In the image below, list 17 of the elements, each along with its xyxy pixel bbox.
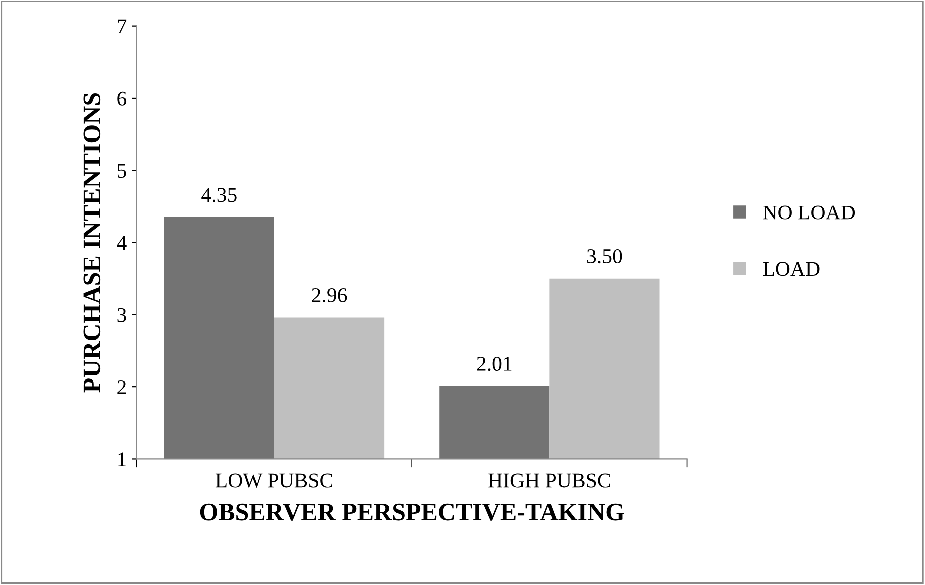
y-tick-label: 7 [118,20,127,34]
data-label: 3.50 [587,249,622,264]
y-tick-label: 2 [118,380,126,394]
y-tick-label: 6 [118,92,127,106]
y-axis-title: PURCHASE INTENTIONS [84,93,101,393]
y-tick-label: 5 [118,164,126,178]
x-tick-label: HIGH PUBSC [488,474,610,488]
data-label: 2.01 [477,356,512,372]
legend-label: LOAD [763,262,820,276]
legend-label: NO LOAD [763,206,856,220]
y-tick-label: 1 [118,452,126,466]
x-tick-label: LOW PUBSC [216,474,332,488]
y-tick-label: 4 [117,236,127,250]
data-label: 2.96 [312,288,348,303]
y-tick-label: 3 [118,308,126,322]
x-axis-title: OBSERVER PERSPECTIVE-TAKING [200,504,624,521]
data-label: 4.35 [202,188,237,202]
